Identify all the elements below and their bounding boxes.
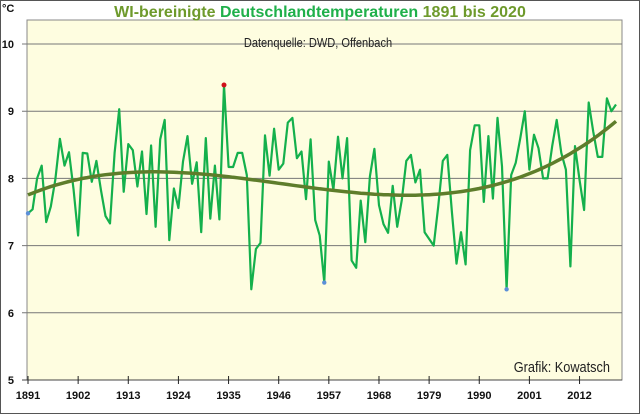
x-tick-label: 1935: [216, 390, 240, 402]
title-part-2: Deutschlandtemperaturen: [220, 4, 418, 21]
data-source-note: Datenquelle: DWD, Offenbach: [244, 35, 392, 50]
low-point-marker: [25, 211, 31, 216]
low-point-marker: [322, 280, 327, 285]
y-tick-label: 7: [8, 241, 14, 253]
trend-line: [27, 119, 618, 197]
x-tick-label: 1990: [467, 390, 491, 402]
low-point-marker: [504, 287, 509, 292]
title-part-1: WI-bereinigte: [114, 4, 215, 21]
x-tick-label: 1913: [116, 390, 140, 402]
x-tick-label: 2012: [567, 390, 591, 402]
y-tick-label: 10: [2, 39, 14, 51]
y-axis-unit: °C: [2, 3, 14, 15]
chart-title: WI-bereinigte Deutschlandtemperaturen 18…: [114, 4, 526, 21]
y-tick-label: 6: [8, 308, 14, 320]
x-tick-label: 1957: [317, 390, 341, 402]
x-tick-label: 1979: [417, 390, 441, 402]
y-tick-label: 5: [8, 375, 14, 387]
x-tick-label: 1902: [66, 390, 90, 402]
x-tick-label: 2001: [517, 390, 541, 402]
y-tick-label: 9: [8, 106, 14, 118]
temperature-series-line: [27, 83, 617, 291]
x-tick-label: 1968: [367, 390, 391, 402]
max-point-marker: [221, 82, 227, 88]
x-tick-label: 1946: [266, 390, 290, 402]
y-tick-label: 8: [8, 173, 14, 185]
title-part-3: 1891 bis 2020: [423, 4, 526, 21]
x-tick-label: 1924: [166, 390, 191, 402]
credit-note: Grafik: Kowatsch: [514, 358, 610, 375]
plot-area: [26, 19, 623, 381]
x-tick-label: 1891: [16, 390, 40, 402]
